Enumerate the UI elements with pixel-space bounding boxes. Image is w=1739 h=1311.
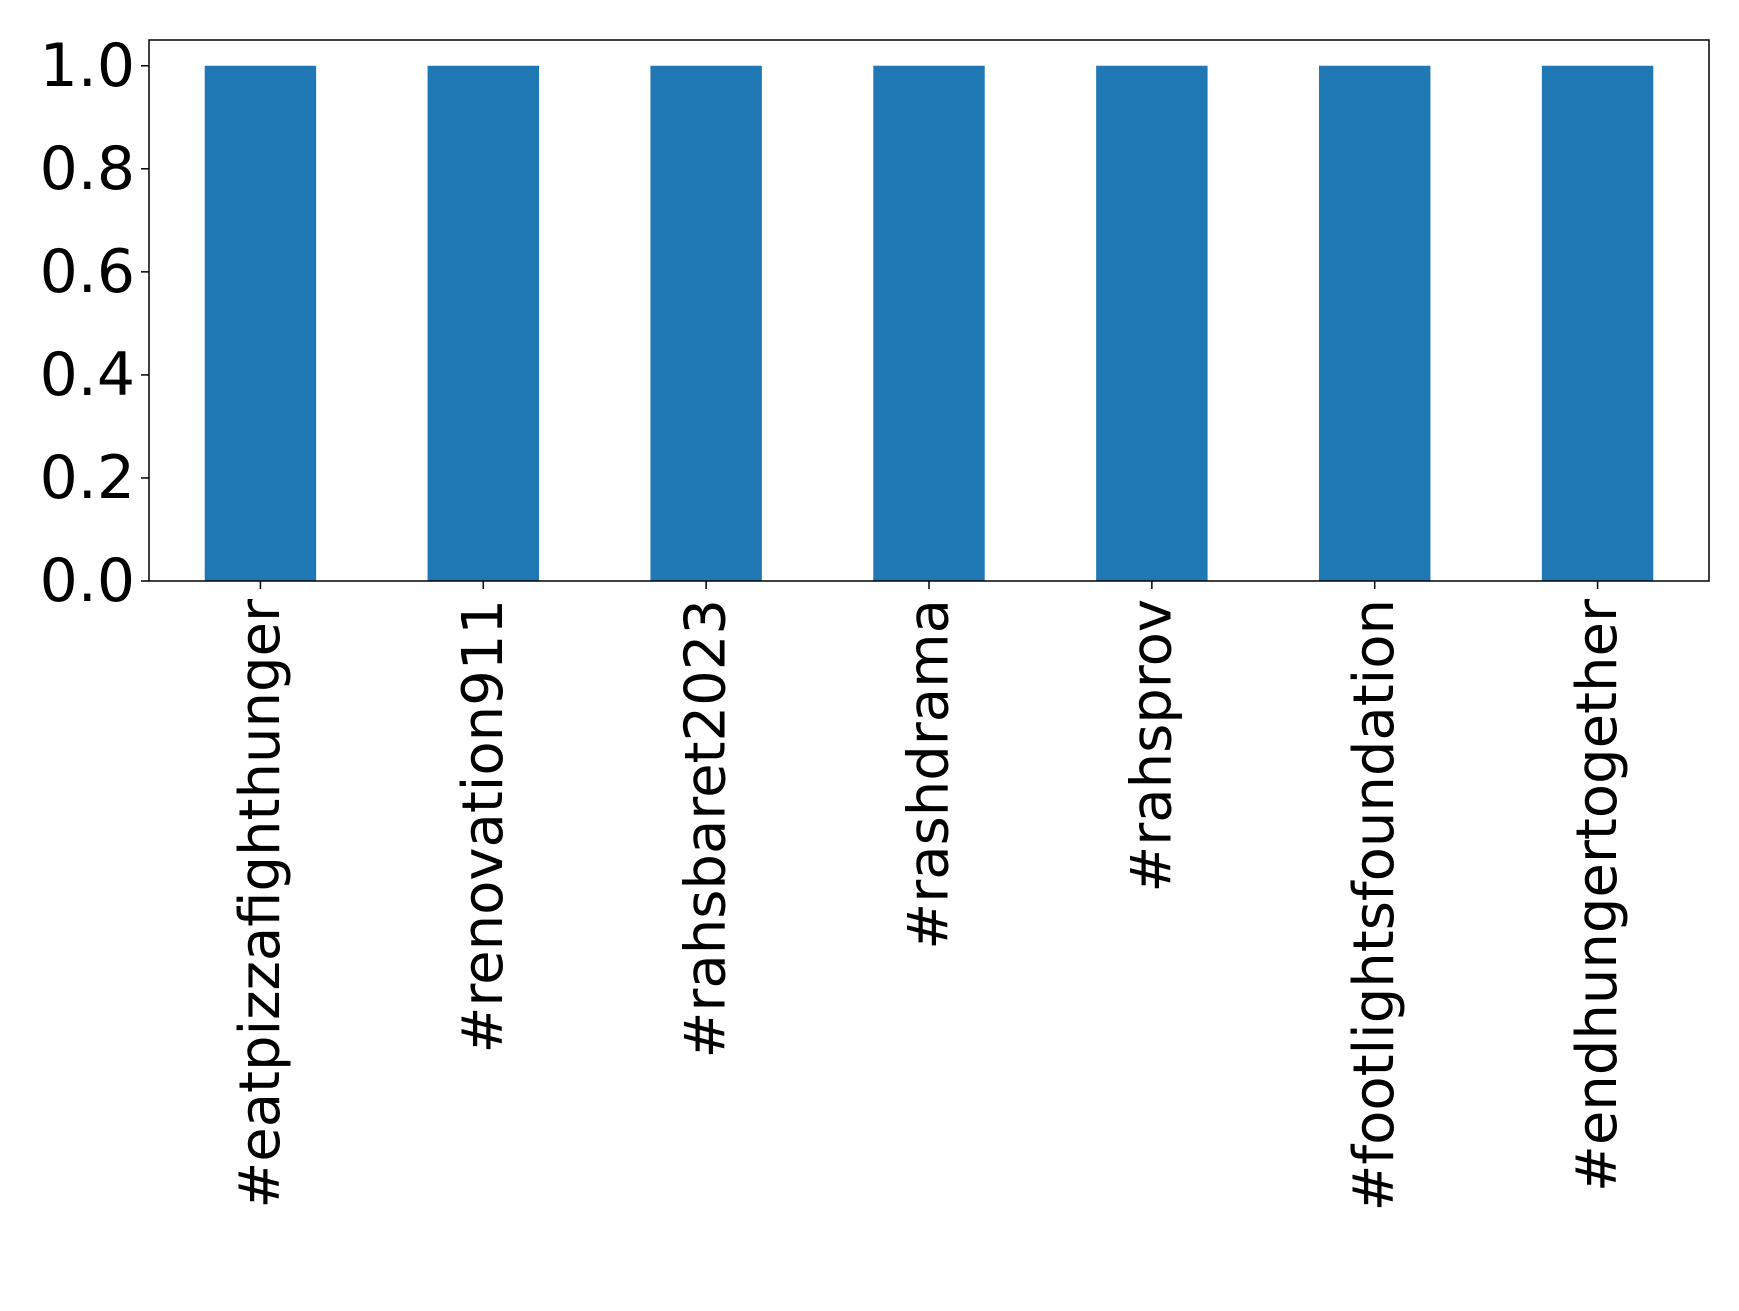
x-tick-label: #renovation911 [451,599,516,1054]
y-tick-label: 0.6 [40,237,135,307]
bar [204,65,317,581]
x-tick-label: #endhungertogether [1565,598,1630,1192]
bar [650,65,762,581]
y-tick-label: 0.4 [40,340,135,410]
y-tick-label: 0.8 [40,134,135,204]
bar [1541,65,1654,581]
bar [427,65,539,581]
bar [873,65,985,581]
y-tick-label: 1.0 [40,31,135,101]
x-tick-label: #footlightsfoundation [1342,599,1407,1212]
x-tick-label: #rashdrama [897,599,962,950]
plot-frame [148,39,1710,582]
bar [1096,65,1208,581]
x-tick-label: #rahsbaret2023 [674,599,739,1059]
x-tick-label: #rahsprov [1119,599,1184,893]
x-tick-label: #eatpizzafighthunger [228,598,293,1209]
y-tick-label: 0.0 [40,546,135,616]
bar [1319,65,1431,581]
y-tick-label: 0.2 [40,443,135,513]
